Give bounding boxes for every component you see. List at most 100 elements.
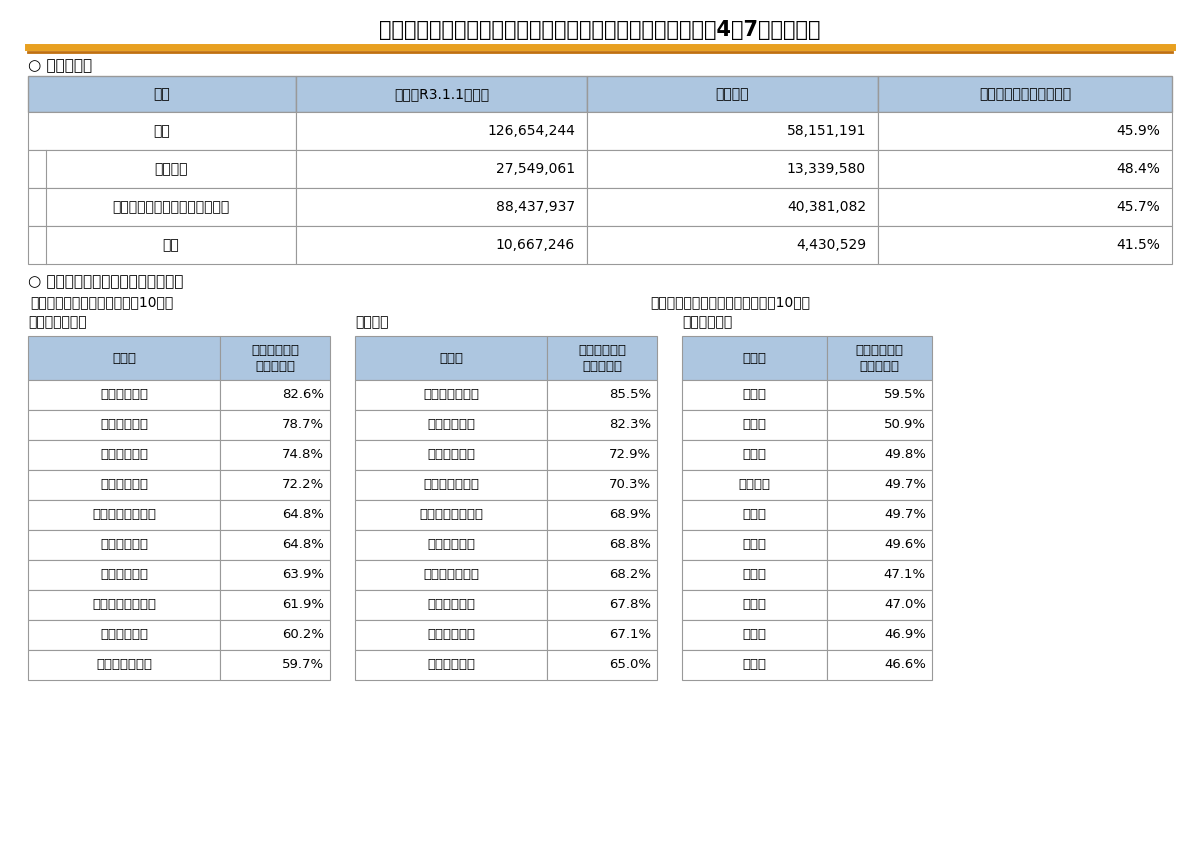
Text: 兵庫県: 兵庫県 bbox=[743, 419, 767, 432]
Bar bbox=[827, 650, 932, 680]
Bar bbox=[28, 620, 220, 650]
Text: 126,654,244: 126,654,244 bbox=[487, 124, 575, 138]
Bar bbox=[827, 336, 932, 380]
Bar bbox=[827, 440, 932, 470]
Bar bbox=[28, 76, 296, 112]
Text: 49.7%: 49.7% bbox=[884, 478, 926, 492]
Text: 68.9%: 68.9% bbox=[610, 509, 650, 522]
Bar bbox=[355, 590, 547, 620]
Bar bbox=[28, 500, 220, 530]
Text: 74.8%: 74.8% bbox=[282, 449, 324, 461]
Text: 70.3%: 70.3% bbox=[608, 478, 650, 492]
Bar bbox=[878, 76, 1172, 112]
Bar bbox=[827, 470, 932, 500]
Text: 兵庫県養父市: 兵庫県養父市 bbox=[100, 419, 148, 432]
Bar bbox=[220, 470, 330, 500]
Text: 46.9%: 46.9% bbox=[884, 628, 926, 641]
Bar bbox=[878, 188, 1172, 226]
Text: 大分県姫島村: 大分県姫島村 bbox=[427, 419, 475, 432]
Bar bbox=[28, 650, 220, 680]
Text: 石川県加賀市: 石川県加賀市 bbox=[100, 449, 148, 461]
Bar bbox=[28, 530, 220, 560]
Text: 4,430,529: 4,430,529 bbox=[796, 238, 866, 252]
Bar bbox=[878, 226, 1172, 264]
Text: 27,549,061: 27,549,061 bbox=[496, 162, 575, 176]
Bar bbox=[355, 470, 547, 500]
Bar bbox=[682, 560, 827, 590]
Bar bbox=[682, 336, 827, 380]
Text: 福島県磐梯町: 福島県磐梯町 bbox=[427, 659, 475, 672]
Text: 団体名: 団体名 bbox=[743, 352, 767, 365]
Text: 67.1%: 67.1% bbox=[608, 628, 650, 641]
Text: マイナンバーカードの市区町村別交付枚数等について（令和4年7月末時点）: マイナンバーカードの市区町村別交付枚数等について（令和4年7月末時点） bbox=[379, 20, 821, 40]
Bar bbox=[220, 500, 330, 530]
Text: 82.6%: 82.6% bbox=[282, 388, 324, 401]
Text: 石川県珠洲市: 石川県珠洲市 bbox=[100, 538, 148, 551]
Bar bbox=[355, 560, 547, 590]
Bar bbox=[355, 440, 547, 470]
Bar bbox=[296, 112, 587, 150]
Text: 49.6%: 49.6% bbox=[884, 538, 926, 551]
Bar bbox=[827, 560, 932, 590]
Bar bbox=[296, 226, 587, 264]
Text: 【都道府県】: 【都道府県】 bbox=[682, 315, 732, 329]
Text: 長崎県小値賀町: 長崎県小値賀町 bbox=[424, 568, 479, 582]
Bar bbox=[28, 470, 220, 500]
Text: 団体名: 団体名 bbox=[439, 352, 463, 365]
Bar bbox=[547, 560, 658, 590]
Bar bbox=[28, 112, 296, 150]
Bar bbox=[296, 76, 587, 112]
Bar bbox=[220, 620, 330, 650]
Text: 神奈川県: 神奈川県 bbox=[738, 478, 770, 492]
Text: 58,151,191: 58,151,191 bbox=[786, 124, 866, 138]
Bar bbox=[682, 410, 827, 440]
Text: 高知県宿毛市: 高知県宿毛市 bbox=[100, 478, 148, 492]
Text: 72.2%: 72.2% bbox=[282, 478, 324, 492]
Bar bbox=[878, 150, 1172, 188]
Text: 65.0%: 65.0% bbox=[610, 659, 650, 672]
Bar bbox=[28, 150, 296, 188]
Text: 長野県南牧村: 長野県南牧村 bbox=[427, 538, 475, 551]
Text: 宮崎県宮崎市: 宮崎県宮崎市 bbox=[100, 628, 148, 641]
Text: 区分: 区分 bbox=[154, 87, 170, 101]
Text: ○ マイナンバーカード交付先進地域: ○ マイナンバーカード交付先進地域 bbox=[28, 275, 184, 289]
Text: 59.7%: 59.7% bbox=[282, 659, 324, 672]
Text: 40,381,082: 40,381,082 bbox=[787, 200, 866, 214]
Bar bbox=[547, 440, 658, 470]
Text: 41.5%: 41.5% bbox=[1116, 238, 1160, 252]
Text: 全国: 全国 bbox=[154, 124, 170, 138]
Bar bbox=[220, 440, 330, 470]
Text: 滋賀県: 滋賀県 bbox=[743, 538, 767, 551]
Text: 61.9%: 61.9% bbox=[282, 599, 324, 611]
Bar bbox=[827, 410, 932, 440]
Bar bbox=[296, 150, 587, 188]
Text: 山口県: 山口県 bbox=[743, 568, 767, 582]
Text: 愛媛県大洲市: 愛媛県大洲市 bbox=[100, 568, 148, 582]
Text: 45.9%: 45.9% bbox=[1116, 124, 1160, 138]
Text: 85.5%: 85.5% bbox=[608, 388, 650, 401]
Text: 人口に対する
交付枚数率: 人口に対する 交付枚数率 bbox=[856, 343, 904, 372]
Text: 静岡県西伊豆町: 静岡県西伊豆町 bbox=[424, 478, 479, 492]
Bar bbox=[587, 112, 878, 150]
Text: 特別区・市（指定都市を除く）: 特別区・市（指定都市を除く） bbox=[113, 200, 229, 214]
Text: 46.6%: 46.6% bbox=[884, 659, 926, 672]
Text: 67.8%: 67.8% bbox=[610, 599, 650, 611]
Bar bbox=[827, 500, 932, 530]
Bar bbox=[547, 410, 658, 440]
Bar bbox=[355, 500, 547, 530]
Text: 千葉県: 千葉県 bbox=[743, 599, 767, 611]
Bar bbox=[355, 380, 547, 410]
Bar bbox=[220, 650, 330, 680]
Text: 兵庫県香美町: 兵庫県香美町 bbox=[427, 599, 475, 611]
Text: 鹿児島県中種子町: 鹿児島県中種子町 bbox=[419, 509, 482, 522]
Text: 48.4%: 48.4% bbox=[1116, 162, 1160, 176]
Text: （２）都道府県別交付枚数率上位10団体: （２）都道府県別交付枚数率上位10団体 bbox=[650, 295, 810, 309]
Text: 59.5%: 59.5% bbox=[884, 388, 926, 401]
Text: 68.8%: 68.8% bbox=[610, 538, 650, 551]
Bar bbox=[827, 590, 932, 620]
Bar bbox=[682, 380, 827, 410]
Text: 広島県: 広島県 bbox=[743, 659, 767, 672]
Bar bbox=[682, 650, 827, 680]
Bar bbox=[28, 440, 220, 470]
Text: 指定都市: 指定都市 bbox=[155, 162, 187, 176]
